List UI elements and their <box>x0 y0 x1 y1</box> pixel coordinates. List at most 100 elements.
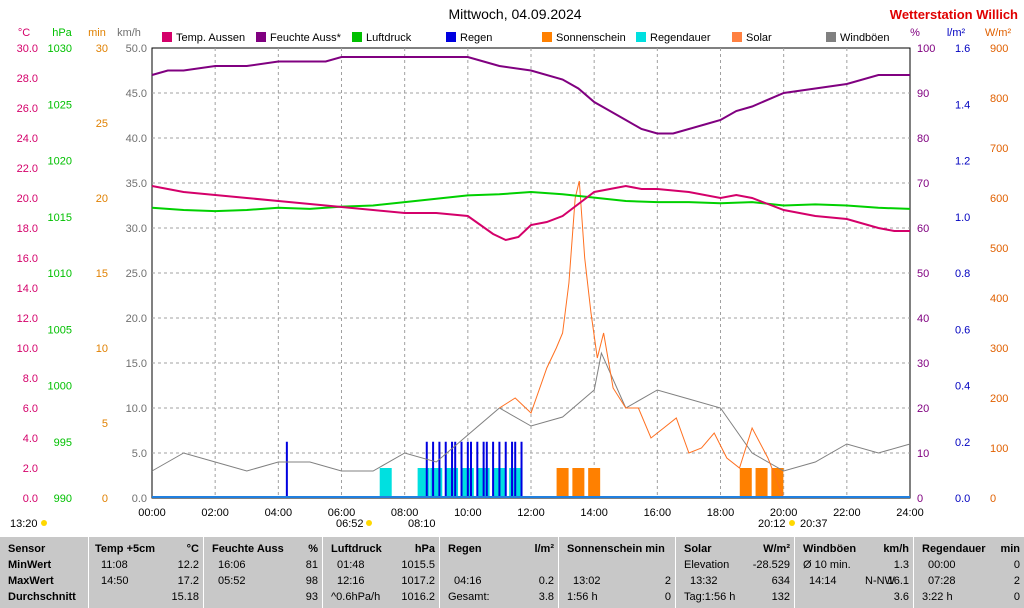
sunset-icon <box>789 520 795 526</box>
time-tick-label: 14:00 <box>580 507 608 519</box>
legend: Temp. Aussen Feuchte Auss* Luftdruck Regen S… <box>162 32 890 44</box>
legend-label: Regendauer <box>650 32 711 44</box>
rdur-max-time: 07:28 <box>928 575 956 587</box>
temp-tick-label: 18.0 <box>17 223 38 235</box>
bar-sonnenschein <box>556 468 569 498</box>
rdur-header-unit: min <box>1000 543 1020 555</box>
wind-max-time: 14:14 <box>809 575 837 587</box>
wind-tick-label: 45.0 <box>126 88 147 100</box>
hum-avg: 93 <box>305 591 318 603</box>
humidity-tick-label: 30 <box>917 358 929 370</box>
chart-title: Mittwoch, 04.09.2024 <box>448 6 581 22</box>
temp-header: Temp +5cm <box>95 543 156 555</box>
sun-icon <box>41 520 47 526</box>
axis-units: °C hPa min km/h % l/m² W/m² <box>18 27 1012 39</box>
humidity-tick-label: 90 <box>917 88 929 100</box>
rain-total: 3.8 <box>538 591 554 603</box>
humidity-tick-label: 40 <box>917 313 929 325</box>
rain-tick-label: 0.6 <box>955 324 970 336</box>
rain-max: 0.2 <box>538 575 554 587</box>
bar-regen <box>460 441 463 498</box>
legend-label: Solar <box>746 32 772 44</box>
humidity-tick-label: 20 <box>917 403 929 415</box>
wind-tick-label: 35.0 <box>126 178 147 190</box>
hum-header: Feuchte Auss <box>212 543 284 555</box>
time-tick-label: 04:00 <box>265 507 293 519</box>
hum-header-unit: % <box>308 543 318 555</box>
temp-min: 12.2 <box>177 559 199 571</box>
legend-swatch <box>352 32 362 42</box>
weather-chart: Mittwoch, 04.09.2024 Wetterstation Willi… <box>10 6 1018 530</box>
wind-avg10: 1.3 <box>893 559 909 571</box>
hum-max: 98 <box>305 575 318 587</box>
legend-swatch <box>636 32 646 42</box>
stats-max-label: MaxWert <box>8 575 54 587</box>
sunsh-duration: 1:56 h <box>567 591 598 603</box>
temp-max: 17.2 <box>177 575 199 587</box>
humidity-tick-label: 70 <box>917 178 929 190</box>
press-max-time: 12:16 <box>337 575 365 587</box>
stats-col-humidity: Feuchte Auss% 16:06 81 05:52 98 93 <box>204 537 323 608</box>
sunsh-header: Sonnenschein min <box>567 543 665 555</box>
solar-avg: 132 <box>771 591 790 603</box>
temp-tick-label: 10.0 <box>17 343 38 355</box>
humidity-tick-label: 10 <box>917 448 929 460</box>
sun-markers: 13:20 06:52 08:10 20:12 20:37 <box>10 518 828 530</box>
line-series <box>151 56 911 499</box>
bar-regen <box>438 441 441 498</box>
hum-min-time: 16:06 <box>218 559 246 571</box>
pressure-tick-label: 1000 <box>48 381 72 393</box>
humidity-unit: % <box>910 27 920 39</box>
humidity-tick-label: 60 <box>917 223 929 235</box>
rain-unit: l/m² <box>947 27 966 39</box>
station-brand: Wetterstation Willich <box>890 7 1018 22</box>
wind-unit: km/h <box>117 27 141 39</box>
temp-tick-label: 0.0 <box>23 493 38 505</box>
wind-tick-label: 30.0 <box>126 223 147 235</box>
stats-col-sunshine: Sonnenschein min 13:02 2 1:56 h 0 <box>559 537 676 608</box>
wind-tick-label: 25.0 <box>126 268 147 280</box>
solar-elev: -28.529 <box>752 559 790 571</box>
legend-label: Regen <box>460 32 492 44</box>
pressure-tick-label: 1025 <box>48 99 72 111</box>
temp-tick-label: 14.0 <box>17 283 38 295</box>
temp-tick-label: 20.0 <box>17 193 38 205</box>
stats-col-raindur: Regendauer min 00:00 0 07:28 2 3:22 h 0 <box>914 537 1024 608</box>
bar-regen <box>511 441 514 498</box>
wind-tick-label: 40.0 <box>126 133 147 145</box>
press-max: 1017.2 <box>401 575 435 587</box>
bar-regendauer <box>417 468 430 498</box>
legend-swatch <box>826 32 836 42</box>
line-windben <box>151 351 911 472</box>
legend-swatch <box>542 32 552 42</box>
temp-tick-label: 8.0 <box>23 373 38 385</box>
solar-max: 634 <box>771 575 790 587</box>
sun-tick-label: 30 <box>96 43 108 55</box>
temp-tick-label: 2.0 <box>23 463 38 475</box>
temp-tick-label: 30.0 <box>17 43 38 55</box>
sun-unit: min <box>88 27 106 39</box>
line-feuchteauss <box>151 56 910 135</box>
time-tick-label: 16:00 <box>644 507 672 519</box>
time-tick-label: 20:00 <box>770 507 798 519</box>
pressure-tick-label: 1030 <box>48 43 72 55</box>
sun-tick-label: 10 <box>96 343 108 355</box>
bar-regen <box>432 441 435 498</box>
wind-header-unit: km/h <box>883 543 909 555</box>
bar-regen <box>454 441 457 498</box>
bar-regen <box>466 441 469 498</box>
solar-tick-label: 200 <box>990 393 1008 405</box>
sun-tick-label: 25 <box>96 118 108 130</box>
legend-swatch <box>446 32 456 42</box>
rain-tick-label: 1.2 <box>955 156 970 168</box>
bar-regen <box>444 441 447 498</box>
solar-tick-label: 500 <box>990 243 1008 255</box>
time-tick-label: 18:00 <box>707 507 735 519</box>
rain-tick-label: 1.0 <box>955 212 970 224</box>
rain-header-unit: l/m² <box>534 543 554 555</box>
time-tick-label: 06:00 <box>328 507 356 519</box>
pressure-tick-label: 1010 <box>48 268 72 280</box>
solar-header-unit: W/m² <box>763 543 790 555</box>
wind-header: Windböen <box>803 543 857 555</box>
bar-regen <box>469 441 472 498</box>
